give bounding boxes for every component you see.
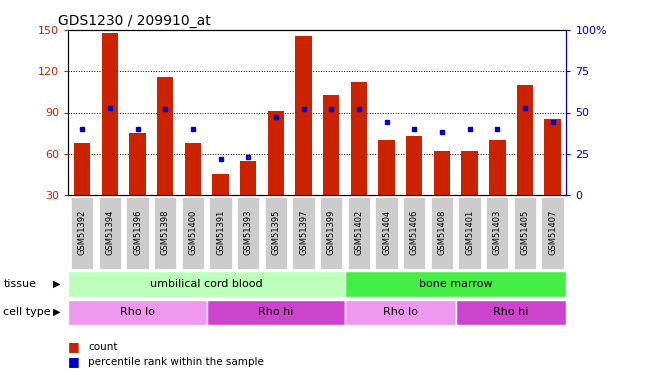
FancyBboxPatch shape [345,272,566,297]
FancyBboxPatch shape [237,196,259,268]
FancyBboxPatch shape [68,272,345,297]
Text: cell type: cell type [3,307,51,317]
FancyBboxPatch shape [456,300,566,325]
FancyBboxPatch shape [154,196,176,268]
FancyBboxPatch shape [458,196,480,268]
Bar [102,33,118,195]
Text: GSM51392: GSM51392 [77,210,87,255]
FancyBboxPatch shape [207,300,345,325]
Bar [489,140,505,195]
Bar [157,77,173,195]
Text: Rho lo: Rho lo [120,307,155,317]
FancyBboxPatch shape [542,196,564,268]
Bar [544,119,561,195]
Text: ▶: ▶ [53,279,61,289]
Text: GSM51397: GSM51397 [299,210,308,255]
Text: GSM51396: GSM51396 [133,210,142,255]
Text: ▶: ▶ [53,307,61,317]
FancyBboxPatch shape [320,196,342,268]
Text: Rho hi: Rho hi [258,307,294,317]
Text: GSM51406: GSM51406 [409,210,419,255]
Text: GSM51401: GSM51401 [465,210,474,255]
Text: GSM51393: GSM51393 [243,210,253,255]
Text: umbilical cord blood: umbilical cord blood [150,279,263,289]
Text: GSM51399: GSM51399 [327,210,336,255]
Text: GSM51404: GSM51404 [382,210,391,255]
Bar [350,82,367,195]
Bar [461,151,478,195]
Text: bone marrow: bone marrow [419,279,493,289]
FancyBboxPatch shape [403,196,425,268]
Text: Rho hi: Rho hi [493,307,529,317]
Bar [212,174,229,195]
Bar [406,136,422,195]
FancyBboxPatch shape [486,196,508,268]
Text: Rho lo: Rho lo [383,307,418,317]
Bar [517,85,533,195]
Text: GSM51405: GSM51405 [520,210,529,255]
Bar [185,143,201,195]
Text: GSM51407: GSM51407 [548,210,557,255]
FancyBboxPatch shape [514,196,536,268]
FancyBboxPatch shape [431,196,453,268]
Bar [268,111,284,195]
FancyBboxPatch shape [210,196,232,268]
FancyBboxPatch shape [68,300,207,325]
Bar [323,94,340,195]
FancyBboxPatch shape [376,196,398,268]
FancyBboxPatch shape [292,196,314,268]
FancyBboxPatch shape [348,196,370,268]
Bar [74,143,90,195]
Text: GDS1230 / 209910_at: GDS1230 / 209910_at [59,13,211,28]
Text: GSM51408: GSM51408 [437,210,447,255]
Bar [240,160,256,195]
Text: GSM51402: GSM51402 [354,210,363,255]
Text: GSM51400: GSM51400 [188,210,197,255]
Text: GSM51394: GSM51394 [105,210,115,255]
FancyBboxPatch shape [182,196,204,268]
FancyBboxPatch shape [99,196,121,268]
Text: count: count [88,342,117,352]
Bar [378,140,395,195]
Bar [129,133,146,195]
Text: percentile rank within the sample: percentile rank within the sample [88,357,264,367]
Text: GSM51395: GSM51395 [271,210,281,255]
Text: GSM51391: GSM51391 [216,210,225,255]
Text: ■: ■ [68,340,80,353]
FancyBboxPatch shape [345,300,456,325]
Bar [434,151,450,195]
Text: ■: ■ [68,356,80,368]
Bar [295,36,312,195]
FancyBboxPatch shape [265,196,287,268]
FancyBboxPatch shape [126,196,148,268]
FancyBboxPatch shape [71,196,93,268]
Text: GSM51398: GSM51398 [161,210,170,255]
Text: tissue: tissue [3,279,36,289]
Text: GSM51403: GSM51403 [493,210,502,255]
